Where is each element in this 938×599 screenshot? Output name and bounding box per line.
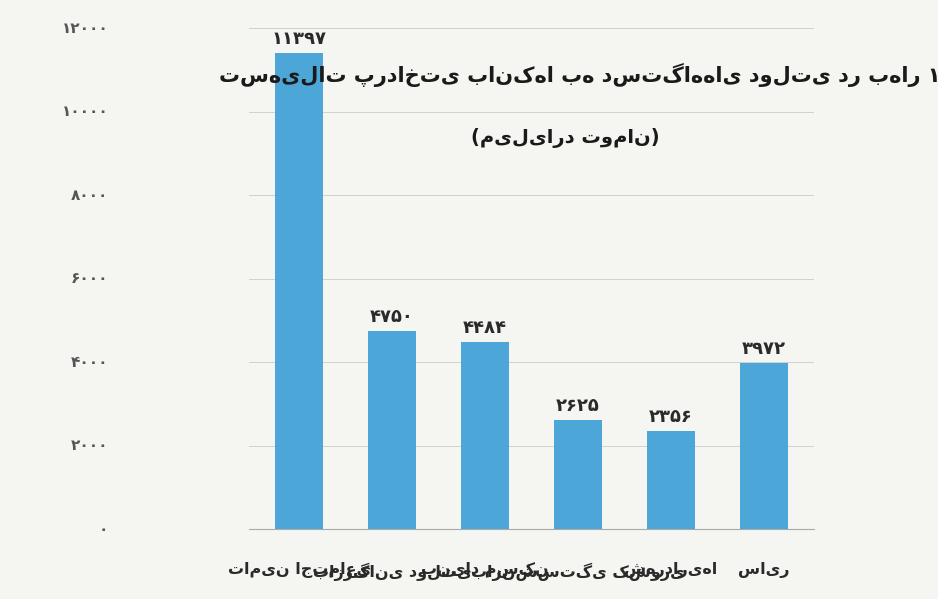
Bar [740,364,788,529]
Text: ۱۰۰۰۰: ۱۰۰۰۰ [62,104,108,119]
Text: ۴۰۰۰: ۴۰۰۰ [70,355,108,370]
Text: ۳۹۷۲: ۳۹۷۲ [742,340,786,358]
Text: ۲۳۵۶: ۲۳۵۶ [649,408,693,426]
Bar [553,419,602,529]
Bar [646,431,695,529]
Text: بازنشستگی کشوری: بازنشستگی کشوری [471,562,685,581]
Text: تسهیلات پرداختی بانک‌ها به دستگاه‌های دولتی در بهار ۱۴۰۳: تسهیلات پرداختی بانک‌ها به دستگاه‌های دو… [219,63,938,87]
Text: ۰: ۰ [98,522,108,537]
Text: ۶۰۰۰: ۶۰۰۰ [70,271,108,286]
Text: ۸۰۰۰: ۸۰۰۰ [71,187,108,202]
Text: ۱۱۳۹۷: ۱۱۳۹۷ [272,31,326,49]
Text: ۴۷۵۰: ۴۷۵۰ [371,308,414,326]
Text: بنیاد مسکن: بنیاد مسکن [421,562,549,579]
Text: شهرداری‌ها: شهرداری‌ها [624,562,718,579]
Text: بازرگانی دولتی: بازرگانی دولتی [312,562,472,581]
Bar [275,53,324,529]
Bar [368,331,416,529]
Text: (میلیارد تومان): (میلیارد تومان) [471,129,659,149]
Text: ۴۴۸۴: ۴۴۸۴ [463,319,507,337]
Text: ۱۲۰۰۰: ۱۲۰۰۰ [62,21,108,36]
Text: ۲۶۲۵: ۲۶۲۵ [556,397,599,415]
Bar [461,342,509,529]
Text: سایر: سایر [738,562,790,579]
Text: ۲۰۰۰: ۲۰۰۰ [70,438,108,453]
Text: تامین اجتماعی: تامین اجتماعی [228,562,371,579]
